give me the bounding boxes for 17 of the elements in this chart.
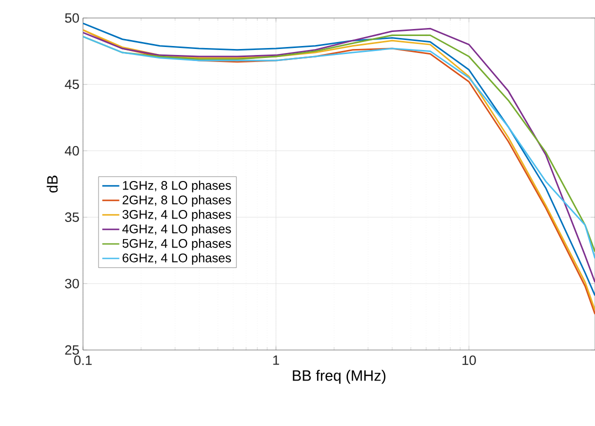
x-tick-label: 10 [462,356,476,366]
legend-label: 5GHz, 4 LO phases [122,238,231,250]
y-axis-title: dB [46,176,58,193]
y-tick-label: 50 [65,13,79,23]
y-tick-label: 35 [65,212,79,222]
y-tick-label: 40 [64,146,79,156]
x-axis-title: BB freq (MHz) [292,370,386,384]
legend-label: 6GHz, 4 LO phases [122,253,231,265]
y-tick-label: 30 [65,278,79,288]
y-tick-label: 25 [65,345,79,355]
legend-label: 2GHz, 8 LO phases [122,195,231,207]
y-tick-label: 45 [64,80,79,90]
x-tick-label: 1 [273,356,280,365]
legend-label: 4GHz, 4 LO phases [122,224,231,236]
legend-label: 1GHz, 8 LO phases [122,180,231,192]
x-tick-label: 0.1 [74,356,92,366]
legend-label: 3GHz, 4 LO phases [122,210,231,222]
